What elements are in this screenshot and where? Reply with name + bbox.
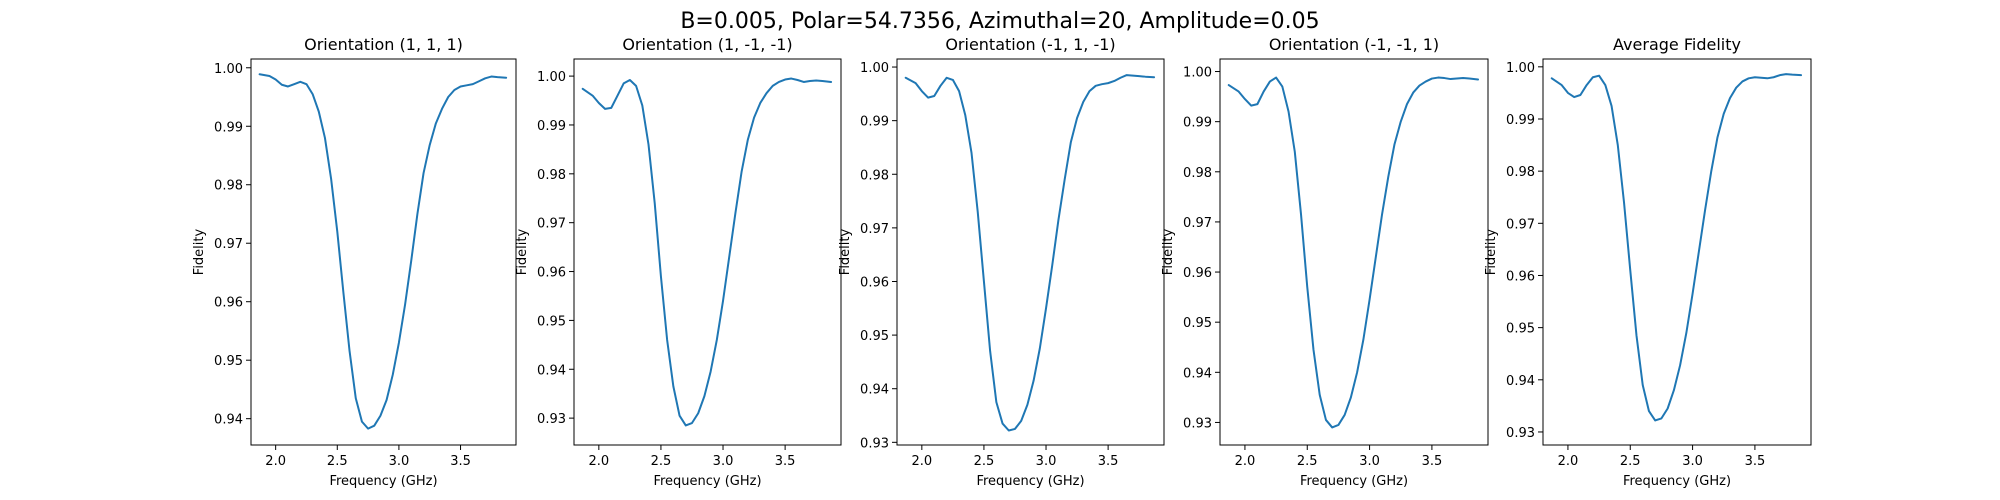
subplot-4: Orientation (-1, -1, 1) 2.0 2.5 3.0 3.5 0.93 0…	[1161, 35, 1489, 489]
y-tick-label: 1.00	[537, 70, 566, 85]
y-tick-label: 0.94	[214, 413, 243, 428]
y-tick-label: 0.98	[214, 179, 243, 194]
y-axis-label: Fidelity	[1161, 228, 1176, 275]
subplot-5: Average Fidelity 2.0 2.5 3.0 3.5 0.93 0.94 0.95…	[1484, 35, 1812, 489]
y-tick-label: 0.93	[1183, 416, 1212, 431]
y-axis-label: Fidelity	[515, 228, 530, 275]
axes-frame	[573, 58, 842, 446]
y-axis-label: Fidelity	[838, 228, 853, 275]
x-tick-label: 2.5	[974, 454, 995, 469]
y-tick-label: 0.94	[537, 363, 566, 378]
fidelity-series-line	[1550, 73, 1803, 422]
y-tick-label: 0.98	[860, 168, 889, 183]
y-tick-label: 0.95	[1506, 322, 1535, 337]
y-tick-label: 0.95	[537, 314, 566, 329]
x-tick-label: 3.0	[713, 454, 734, 469]
subplot-panels: Orientation (1, 1, 1) 2.0 2.5 3.0 3.5 0.94 0.9…	[192, 35, 1812, 489]
y-tick-label: 0.99	[537, 119, 566, 134]
axes-frame	[1542, 58, 1812, 446]
x-tick-label: 2.0	[588, 454, 609, 469]
y-tick-label: 0.96	[860, 275, 889, 290]
y-axis-label: Fidelity	[192, 228, 207, 275]
y-tick-label: 0.96	[537, 266, 566, 281]
x-tick-label: 3.0	[1036, 454, 1057, 469]
y-tick-label: 0.95	[860, 329, 889, 344]
x-tick-label: 2.0	[265, 454, 286, 469]
y-tick-label: 0.99	[1183, 116, 1212, 131]
y-tick-label: 0.97	[214, 237, 243, 252]
subplot-title: Orientation (-1, -1, 1)	[1269, 35, 1439, 54]
subplot-title: Orientation (1, -1, -1)	[622, 35, 792, 54]
y-tick-label: 0.99	[1506, 113, 1535, 128]
x-tick-label: 2.5	[1297, 454, 1318, 469]
subplot-2: Orientation (1, -1, -1) 2.0 2.5 3.0 3.5 0.93 0…	[515, 35, 842, 489]
x-tick-label: 3.0	[389, 454, 410, 469]
x-tick-label: 2.0	[1558, 454, 1579, 469]
x-tick-label: 3.0	[1682, 454, 1703, 469]
y-tick-label: 0.95	[1183, 316, 1212, 331]
axes-frame	[250, 58, 517, 446]
fidelity-series-line	[581, 77, 833, 427]
axes-frame	[1219, 58, 1489, 446]
x-tick-label: 3.0	[1359, 454, 1380, 469]
y-tick-label: 0.94	[1183, 366, 1212, 381]
y-tick-label: 0.93	[860, 436, 889, 451]
x-tick-label: 3.5	[1422, 454, 1443, 469]
y-tick-label: 1.00	[214, 62, 243, 77]
y-tick-label: 0.96	[1183, 266, 1212, 281]
y-tick-label: 0.96	[214, 296, 243, 311]
y-tick-label: 0.99	[860, 115, 889, 130]
y-tick-label: 0.98	[537, 168, 566, 183]
x-tick-label: 3.5	[1745, 454, 1766, 469]
subplot-title: Orientation (-1, 1, -1)	[945, 35, 1115, 54]
y-tick-label: 0.97	[1183, 216, 1212, 231]
y-tick-label: 0.99	[214, 120, 243, 135]
x-tick-label: 2.5	[651, 454, 672, 469]
x-axis-label: Frequency (GHz)	[653, 474, 761, 489]
x-axis-label: Frequency (GHz)	[976, 474, 1084, 489]
figure-suptitle: B=0.005, Polar=54.7356, Azimuthal=20, Am…	[680, 9, 1319, 34]
subplot-3: Orientation (-1, 1, -1) 2.0 2.5 3.0 3.5 0.93 0…	[838, 35, 1165, 489]
x-tick-label: 2.5	[327, 454, 348, 469]
subplot-title: Orientation (1, 1, 1)	[304, 35, 463, 54]
x-axis-label: Frequency (GHz)	[329, 474, 437, 489]
subplot-1: Orientation (1, 1, 1) 2.0 2.5 3.0 3.5 0.94 0.9…	[192, 35, 517, 489]
fidelity-series-line	[1227, 76, 1480, 429]
y-tick-label: 0.97	[537, 217, 566, 232]
x-tick-label: 3.5	[450, 454, 471, 469]
x-tick-label: 2.0	[911, 454, 932, 469]
y-tick-label: 0.98	[1506, 165, 1535, 180]
y-tick-label: 0.94	[1506, 374, 1535, 389]
y-axis-label: Fidelity	[1484, 228, 1499, 275]
x-tick-label: 3.5	[775, 454, 796, 469]
x-tick-label: 2.5	[1620, 454, 1641, 469]
y-tick-label: 0.93	[1506, 426, 1535, 441]
subplot-title: Average Fidelity	[1613, 35, 1741, 54]
y-tick-label: 1.00	[1183, 66, 1212, 81]
y-tick-label: 0.98	[1183, 166, 1212, 181]
y-tick-label: 0.97	[860, 222, 889, 237]
x-axis-label: Frequency (GHz)	[1623, 474, 1731, 489]
y-tick-label: 1.00	[1506, 61, 1535, 76]
fidelity-series-line	[258, 73, 508, 430]
y-tick-label: 0.93	[537, 412, 566, 427]
axes-frame	[896, 58, 1165, 446]
y-tick-label: 0.96	[1506, 269, 1535, 284]
x-tick-label: 3.5	[1098, 454, 1119, 469]
y-tick-label: 0.97	[1506, 217, 1535, 232]
y-tick-label: 1.00	[860, 61, 889, 76]
x-axis-label: Frequency (GHz)	[1300, 474, 1408, 489]
y-tick-label: 0.95	[214, 354, 243, 369]
x-tick-label: 2.0	[1235, 454, 1256, 469]
y-tick-label: 0.94	[860, 383, 889, 398]
fidelity-series-line	[904, 74, 1156, 432]
